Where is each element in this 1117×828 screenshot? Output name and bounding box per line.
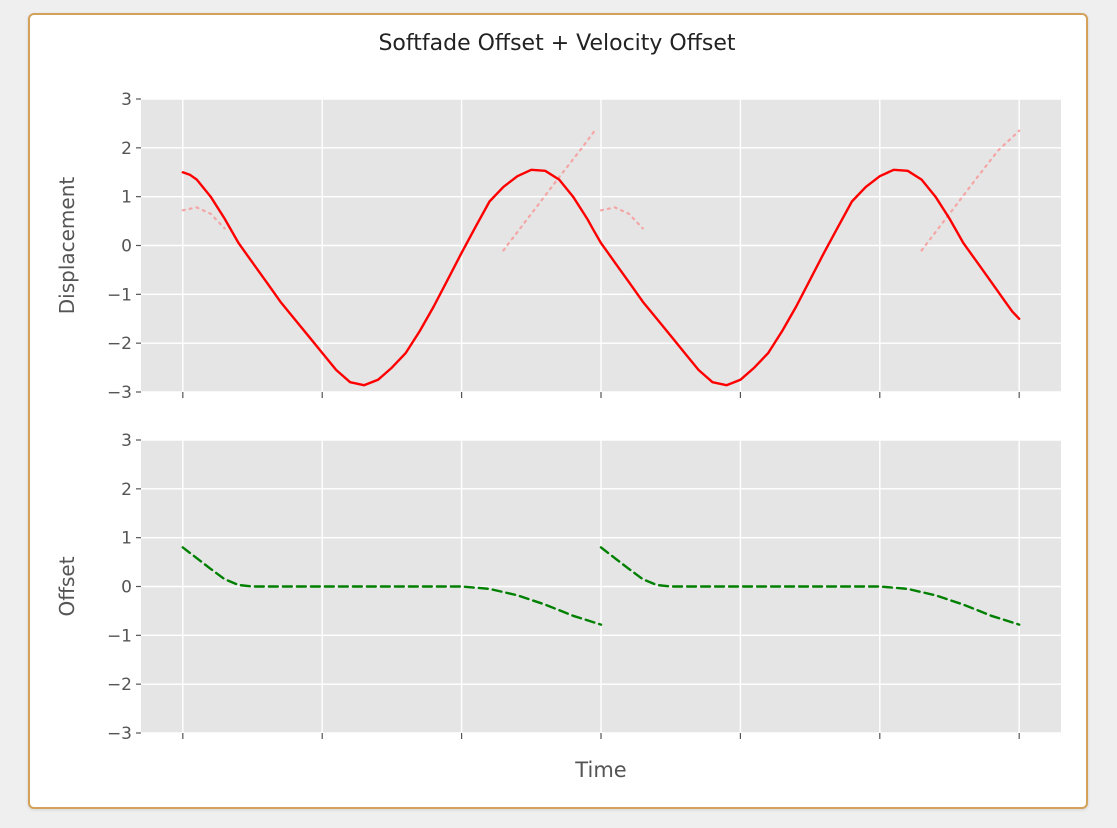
y-axis-label: Displacement	[55, 177, 79, 315]
y-tick-label: −2	[107, 675, 132, 695]
series-1-segment-3	[599, 206, 644, 230]
y-axis-label: Offset	[55, 556, 79, 616]
y-tick-label: 0	[121, 237, 132, 257]
y-tick-label: −3	[107, 383, 132, 403]
series-1-segment-1	[181, 546, 603, 626]
x-axis-label: Time	[574, 758, 626, 782]
series-1-segment-2	[502, 130, 596, 252]
y-tick-label: −2	[107, 334, 132, 354]
series-1-segment-4	[920, 129, 1021, 252]
y-tick-label: 0	[121, 578, 132, 598]
y-tick-label: −3	[107, 724, 132, 744]
y-tick-label: 2	[121, 480, 132, 500]
chart-title: Softfade Offset + Velocity Offset	[378, 31, 735, 56]
series-1-segment-2	[599, 546, 1021, 626]
series-2-segment-1	[181, 168, 1021, 387]
y-tick-label: 3	[121, 90, 132, 110]
subplot-1: −3 −2 −1 0 1 2 3 Displacement	[55, 90, 1061, 403]
y-tick-label: −1	[107, 285, 132, 305]
y-tick-label: −1	[107, 626, 132, 646]
y-tick-label: 1	[121, 188, 132, 208]
y-tick-label: 2	[121, 139, 132, 159]
series-1-segment-1	[181, 206, 226, 230]
y-tick-label: 3	[121, 431, 132, 451]
subplot-2: −3 −2 −1 0 1 2 3 Offset Time	[55, 431, 1061, 782]
y-tick-label: 1	[121, 529, 132, 549]
